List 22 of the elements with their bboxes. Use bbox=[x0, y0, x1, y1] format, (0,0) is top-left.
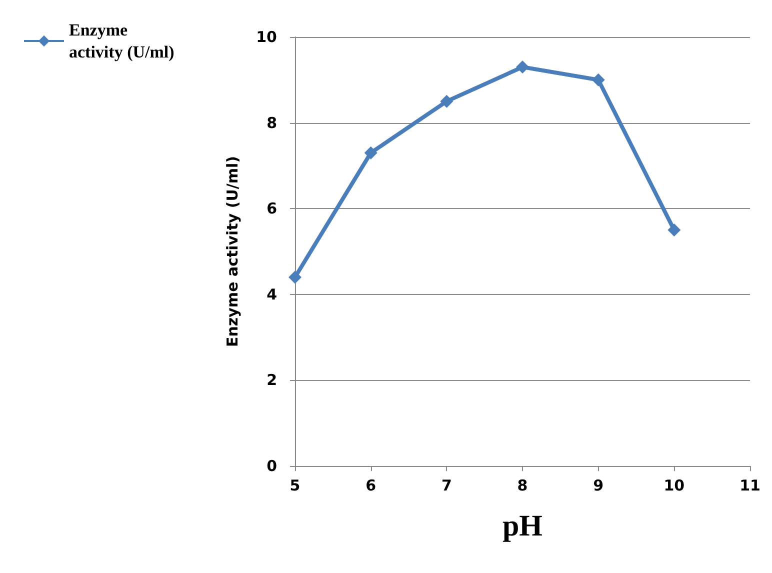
x-tick-label: 10 bbox=[664, 476, 685, 494]
point bbox=[516, 60, 529, 74]
y-tick-label: 10 bbox=[256, 28, 277, 46]
x-tick-label: 8 bbox=[517, 476, 528, 494]
point bbox=[288, 270, 302, 284]
y-tick-label: 6 bbox=[266, 200, 277, 218]
x-tick-label: 11 bbox=[740, 476, 760, 494]
x-tick-label: 9 bbox=[593, 476, 604, 494]
x-tick-label: 5 bbox=[290, 476, 300, 494]
point bbox=[440, 94, 454, 108]
y-tick-label: 8 bbox=[266, 114, 277, 132]
y-tick-label: 4 bbox=[266, 285, 277, 304]
legend-label: Enzyme activity (U/ml) bbox=[69, 20, 174, 62]
x-tick-label: 6 bbox=[366, 476, 376, 494]
point bbox=[364, 146, 378, 160]
y-tick-label: 2 bbox=[266, 371, 277, 390]
point bbox=[668, 224, 681, 237]
y-tick-label: 0 bbox=[266, 457, 277, 475]
point bbox=[592, 73, 605, 86]
x-axis-title: pH bbox=[502, 510, 543, 542]
y-axis-title: Enzyme activity (U/ml) bbox=[224, 156, 242, 348]
x-tick-label: 7 bbox=[441, 476, 452, 494]
